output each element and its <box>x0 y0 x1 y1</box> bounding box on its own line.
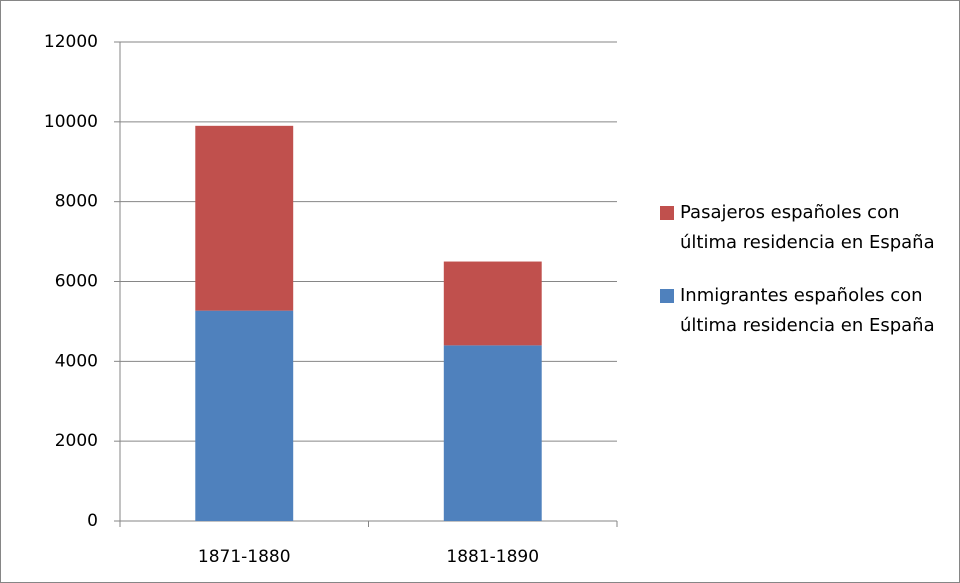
x-tick-label: 1871-1880 <box>198 547 291 567</box>
legend-swatch <box>660 289 674 303</box>
y-tick-label: 2000 <box>55 431 98 451</box>
legend: Pasajeros españoles con última residenci… <box>660 198 950 364</box>
legend-label: Inmigrantes españoles con última residen… <box>680 285 935 336</box>
legend-label: Pasajeros españoles con última residenci… <box>680 202 935 253</box>
legend-item: Inmigrantes españoles con última residen… <box>660 281 950 341</box>
y-tick-label: 6000 <box>55 272 98 292</box>
x-tick-label: 1881-1890 <box>446 547 539 567</box>
y-tick-label: 0 <box>87 511 98 531</box>
bar-segment <box>195 125 294 311</box>
bar-segment <box>443 261 542 346</box>
bar-segment <box>195 310 294 521</box>
y-tick-label: 4000 <box>55 351 98 371</box>
y-tick-label: 8000 <box>55 192 98 212</box>
y-tick-label: 10000 <box>44 112 98 132</box>
legend-item: Pasajeros españoles con última residenci… <box>660 198 950 258</box>
bar-segment <box>443 345 542 521</box>
legend-swatch <box>660 206 674 220</box>
y-tick-label: 12000 <box>44 32 98 52</box>
